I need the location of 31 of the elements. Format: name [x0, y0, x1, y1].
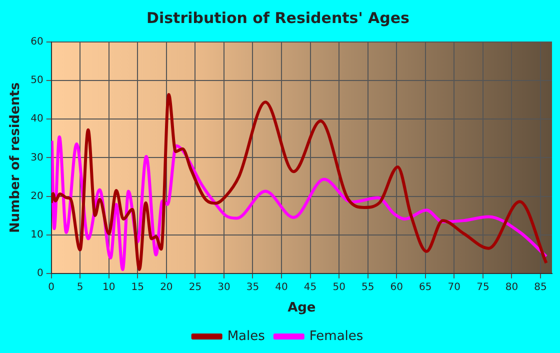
y-tick-label: 50 — [30, 75, 44, 86]
x-tick-label: 50 — [332, 282, 346, 293]
x-tick-label: 5 — [76, 282, 84, 293]
legend-label: Males — [227, 328, 266, 344]
y-tick-label: 60 — [30, 36, 44, 48]
x-axis-title: Age — [288, 300, 316, 316]
x-tick-label: 75 — [476, 282, 490, 293]
x-tick-label: 30 — [218, 282, 230, 293]
x-tick-label: 70 — [448, 282, 461, 293]
y-tick-label: 0 — [36, 268, 44, 279]
y-axis-title: Number of residents — [8, 82, 24, 234]
x-tick-label: 45 — [304, 282, 317, 293]
x-tick-label: 55 — [361, 282, 374, 293]
y-tick-label: 40 — [30, 114, 44, 125]
x-tick-label: 10 — [102, 282, 116, 293]
x-tick-label: 85 — [534, 282, 547, 293]
legend-label: Females — [309, 328, 364, 344]
x-tick-label: 20 — [160, 282, 173, 293]
x-tick-label: 40 — [275, 282, 288, 293]
y-tick-label: 20 — [30, 190, 44, 202]
x-tick-label: 35 — [246, 282, 260, 293]
x-tick-label: 0 — [48, 282, 55, 293]
x-tick-label: 60 — [390, 282, 403, 293]
y-tick-label: 30 — [30, 152, 44, 164]
line-series — [51, 92, 548, 272]
y-tick-label: 10 — [30, 229, 44, 240]
x-tick-label: 80 — [505, 282, 518, 293]
chart-title: Distribution of Residents' Ages — [146, 8, 410, 27]
x-tick-label: 15 — [131, 282, 144, 293]
x-tick-label: 25 — [188, 282, 202, 293]
x-tick-label: 65 — [419, 282, 432, 293]
